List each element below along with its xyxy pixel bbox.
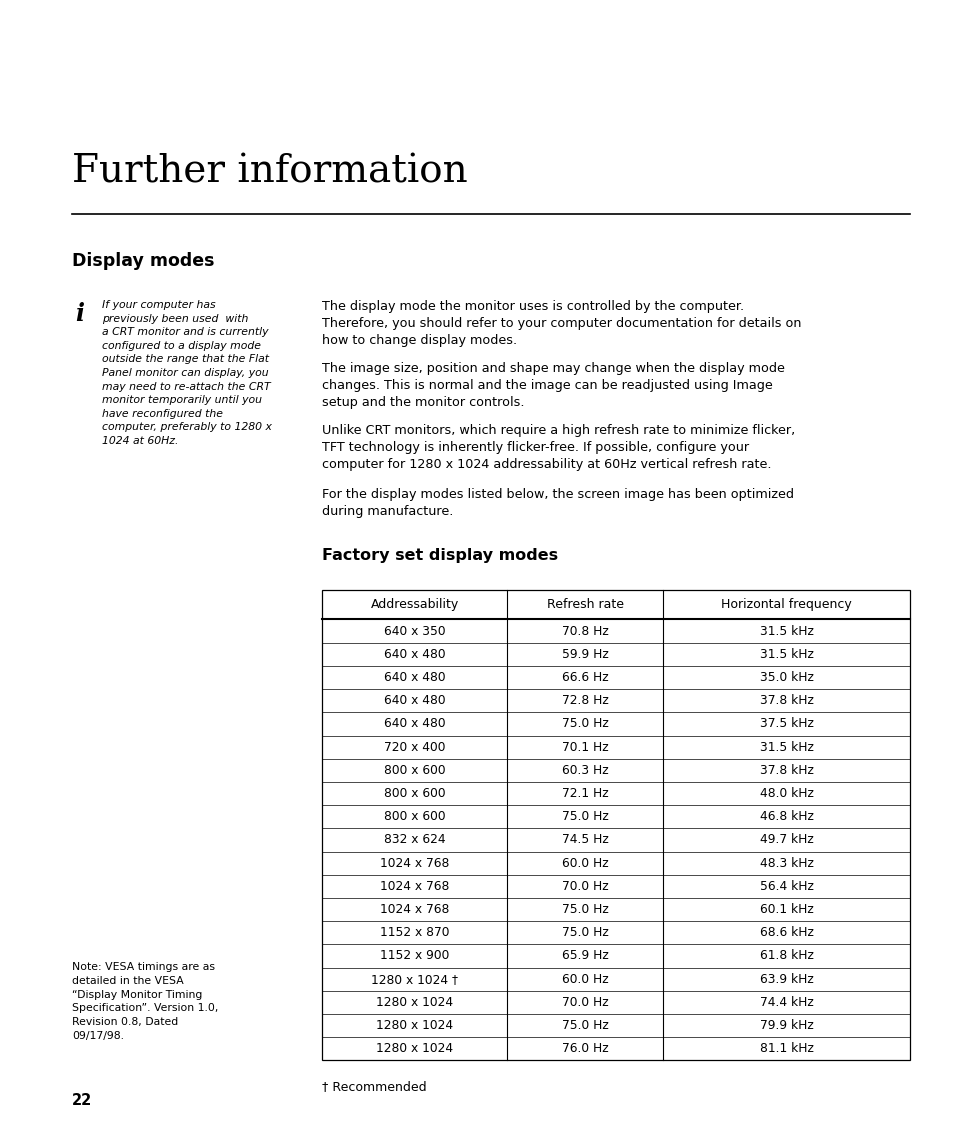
Text: 48.0 kHz: 48.0 kHz xyxy=(759,787,813,800)
Text: The image size, position and shape may change when the display mode
changes. Thi: The image size, position and shape may c… xyxy=(322,362,784,409)
Text: 70.1 Hz: 70.1 Hz xyxy=(561,741,608,753)
Text: 640 x 480: 640 x 480 xyxy=(383,694,445,708)
Text: 72.8 Hz: 72.8 Hz xyxy=(561,694,608,708)
Text: 832 x 624: 832 x 624 xyxy=(383,834,445,846)
Text: 800 x 600: 800 x 600 xyxy=(383,763,445,777)
Text: 76.0 Hz: 76.0 Hz xyxy=(561,1042,608,1055)
Text: 65.9 Hz: 65.9 Hz xyxy=(561,950,608,962)
Text: Note: VESA timings are as
detailed in the VESA
“Display Monitor Timing
Specifica: Note: VESA timings are as detailed in th… xyxy=(71,962,218,1041)
Text: 79.9 kHz: 79.9 kHz xyxy=(759,1019,813,1031)
Text: 74.5 Hz: 74.5 Hz xyxy=(561,834,608,846)
Text: 70.0 Hz: 70.0 Hz xyxy=(561,879,608,893)
Text: 49.7 kHz: 49.7 kHz xyxy=(759,834,813,846)
Text: 720 x 400: 720 x 400 xyxy=(383,741,445,753)
Text: † Recommended: † Recommended xyxy=(322,1080,426,1093)
Text: The display mode the monitor uses is controlled by the computer.
Therefore, you : The display mode the monitor uses is con… xyxy=(322,300,801,346)
Text: 75.0 Hz: 75.0 Hz xyxy=(561,903,608,916)
Text: Refresh rate: Refresh rate xyxy=(546,599,623,611)
Text: Display modes: Display modes xyxy=(71,252,214,270)
Text: Horizontal frequency: Horizontal frequency xyxy=(720,599,851,611)
Text: 640 x 480: 640 x 480 xyxy=(383,648,445,661)
Text: 31.5 kHz: 31.5 kHz xyxy=(759,648,813,661)
Text: 37.8 kHz: 37.8 kHz xyxy=(759,763,813,777)
Text: 72.1 Hz: 72.1 Hz xyxy=(561,787,608,800)
Text: 800 x 600: 800 x 600 xyxy=(383,810,445,824)
Text: 75.0 Hz: 75.0 Hz xyxy=(561,810,608,824)
Text: 48.3 kHz: 48.3 kHz xyxy=(759,857,813,869)
Text: 22: 22 xyxy=(71,1093,92,1108)
Text: 640 x 350: 640 x 350 xyxy=(383,625,445,637)
Text: Addressability: Addressability xyxy=(370,599,458,611)
Text: 60.0 Hz: 60.0 Hz xyxy=(561,972,608,986)
Text: 63.9 kHz: 63.9 kHz xyxy=(759,972,813,986)
Text: Unlike CRT monitors, which require a high refresh rate to minimize flicker,
TFT : Unlike CRT monitors, which require a hig… xyxy=(322,424,795,470)
Text: 81.1 kHz: 81.1 kHz xyxy=(759,1042,813,1055)
Text: 1280 x 1024: 1280 x 1024 xyxy=(375,1019,453,1031)
Text: If your computer has
previously been used  with
a CRT monitor and is currently
c: If your computer has previously been use… xyxy=(102,300,272,446)
Text: i: i xyxy=(75,302,84,326)
Text: 37.5 kHz: 37.5 kHz xyxy=(759,718,813,730)
Bar xyxy=(322,590,909,1060)
Text: 46.8 kHz: 46.8 kHz xyxy=(759,810,813,824)
Text: 1280 x 1024: 1280 x 1024 xyxy=(375,996,453,1009)
Text: 60.3 Hz: 60.3 Hz xyxy=(561,763,608,777)
Text: Factory set display modes: Factory set display modes xyxy=(322,548,558,563)
Text: 800 x 600: 800 x 600 xyxy=(383,787,445,800)
Text: 66.6 Hz: 66.6 Hz xyxy=(561,671,608,684)
Text: 640 x 480: 640 x 480 xyxy=(383,718,445,730)
Text: 640 x 480: 640 x 480 xyxy=(383,671,445,684)
Text: 35.0 kHz: 35.0 kHz xyxy=(759,671,813,684)
Text: 1024 x 768: 1024 x 768 xyxy=(379,879,449,893)
Text: 75.0 Hz: 75.0 Hz xyxy=(561,926,608,939)
Text: 59.9 Hz: 59.9 Hz xyxy=(561,648,608,661)
Text: For the display modes listed below, the screen image has been optimized
during m: For the display modes listed below, the … xyxy=(322,488,793,518)
Text: 74.4 kHz: 74.4 kHz xyxy=(759,996,813,1009)
Text: 1024 x 768: 1024 x 768 xyxy=(379,857,449,869)
Text: 1024 x 768: 1024 x 768 xyxy=(379,903,449,916)
Text: 1152 x 870: 1152 x 870 xyxy=(379,926,449,939)
Text: 37.8 kHz: 37.8 kHz xyxy=(759,694,813,708)
Text: 56.4 kHz: 56.4 kHz xyxy=(759,879,813,893)
Text: 1280 x 1024 †: 1280 x 1024 † xyxy=(371,972,457,986)
Text: 60.0 Hz: 60.0 Hz xyxy=(561,857,608,869)
Text: 61.8 kHz: 61.8 kHz xyxy=(759,950,813,962)
Text: 31.5 kHz: 31.5 kHz xyxy=(759,741,813,753)
Text: 1152 x 900: 1152 x 900 xyxy=(379,950,449,962)
Text: 68.6 kHz: 68.6 kHz xyxy=(759,926,813,939)
Text: Further information: Further information xyxy=(71,154,467,191)
Text: 70.8 Hz: 70.8 Hz xyxy=(561,625,608,637)
Text: 60.1 kHz: 60.1 kHz xyxy=(759,903,813,916)
Text: 1280 x 1024: 1280 x 1024 xyxy=(375,1042,453,1055)
Text: 75.0 Hz: 75.0 Hz xyxy=(561,718,608,730)
Text: 70.0 Hz: 70.0 Hz xyxy=(561,996,608,1009)
Text: 31.5 kHz: 31.5 kHz xyxy=(759,625,813,637)
Text: 75.0 Hz: 75.0 Hz xyxy=(561,1019,608,1031)
